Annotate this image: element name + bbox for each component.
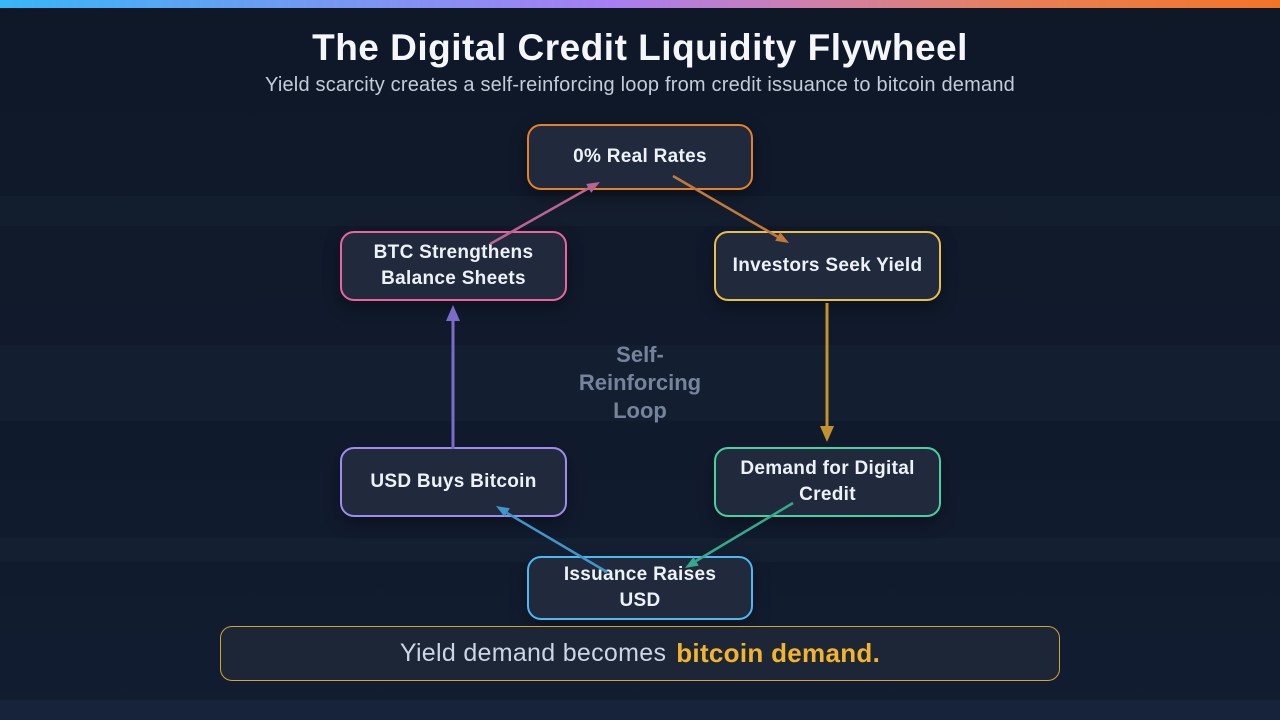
node-investors-seek-yield: Investors Seek Yield [714, 231, 941, 301]
node-label: BTC Strengthens Balance Sheets [373, 242, 534, 289]
self-reinforcing-loop-label: Self-Reinforcing Loop [578, 342, 702, 423]
conclusion-banner: Yield demand becomes bitcoin demand. [220, 626, 1060, 681]
page-title: The Digital Credit Liquidity Flywheel [312, 27, 968, 68]
background-band [0, 196, 1280, 226]
node-label: Demand for Digital Credit [740, 458, 915, 505]
node-btc-strengthens-balance-sheets: BTC Strengthens Balance Sheets [340, 231, 567, 301]
node-usd-buys-bitcoin: USD Buys Bitcoin [340, 447, 567, 517]
node-issuance-raises-usd: Issuance Raises USD [527, 556, 753, 620]
node-label: Issuance Raises USD [563, 564, 717, 611]
banner-text: Yield demand becomes [399, 639, 667, 667]
page-subtitle: Yield scarcity creates a self-reinforcin… [265, 74, 1015, 96]
node-label: 0% Real Rates [573, 146, 707, 168]
bottom-strip [0, 700, 1280, 720]
node-real-rates: 0% Real Rates [527, 124, 753, 190]
top-gradient-bar [0, 0, 1280, 8]
node-demand-for-digital-credit: Demand for Digital Credit [714, 447, 941, 517]
node-label: USD Buys Bitcoin [370, 471, 537, 493]
banner-highlight-text: bitcoin demand. [676, 638, 881, 668]
node-label: Investors Seek Yield [732, 255, 923, 277]
